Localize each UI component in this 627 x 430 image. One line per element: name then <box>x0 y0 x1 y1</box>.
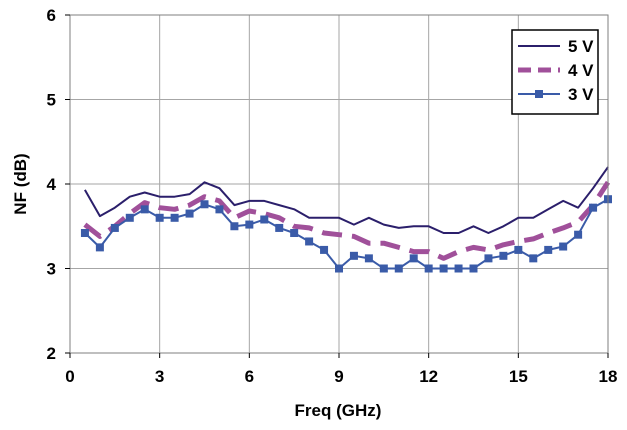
y-tick-label: 2 <box>47 344 56 363</box>
legend-label-2: 4 V <box>568 61 594 80</box>
y-axis-label: NF (dB) <box>11 153 30 214</box>
data-point-marker <box>125 213 134 222</box>
data-point-marker <box>469 264 478 273</box>
x-tick-label: 18 <box>599 367 618 386</box>
legend-label-1: 5 V <box>568 37 594 56</box>
data-point-marker <box>574 230 583 239</box>
y-tick-label: 6 <box>47 6 56 25</box>
data-point-marker <box>170 213 179 222</box>
x-tick-label: 15 <box>509 367 528 386</box>
series-line-1 <box>84 166 609 234</box>
data-point-marker <box>290 229 299 238</box>
data-point-marker <box>559 242 568 251</box>
data-point-marker <box>349 251 358 260</box>
legend-marker <box>535 90 543 98</box>
data-point-marker <box>439 264 448 273</box>
series-layer <box>80 166 612 273</box>
data-point-marker <box>394 264 403 273</box>
series-line-2 <box>83 180 611 261</box>
data-point-marker <box>514 245 523 254</box>
data-point-marker <box>454 264 463 273</box>
x-tick-label: 6 <box>245 367 254 386</box>
y-tick-label: 3 <box>47 260 56 279</box>
data-point-marker <box>529 254 538 263</box>
data-point-marker <box>484 254 493 263</box>
data-point-marker <box>215 205 224 214</box>
legend: 5 V 4 V 3 V <box>511 29 599 115</box>
data-point-marker <box>245 220 254 229</box>
data-point-marker <box>260 215 269 224</box>
data-point-marker <box>185 209 194 218</box>
axes: 0 3 6 9 12 15 18 2 3 4 5 6 <box>47 6 618 386</box>
data-point-marker <box>155 213 164 222</box>
data-point-marker <box>589 203 598 212</box>
legend-label-3: 3 V <box>568 85 594 104</box>
y-tick-label: 5 <box>47 91 56 110</box>
data-point-marker <box>409 254 418 263</box>
x-tick-label: 0 <box>65 367 74 386</box>
data-point-marker <box>80 229 89 238</box>
data-point-marker <box>424 264 433 273</box>
data-point-marker <box>320 245 329 254</box>
data-point-marker <box>379 264 388 273</box>
x-tick-label: 9 <box>334 367 343 386</box>
x-tick-label: 3 <box>155 367 164 386</box>
y-tick-label: 4 <box>47 175 57 194</box>
data-point-marker <box>200 200 209 209</box>
data-point-marker <box>335 264 343 273</box>
data-point-marker <box>364 254 373 263</box>
data-point-marker <box>95 243 104 252</box>
x-tick-label: 12 <box>419 367 438 386</box>
data-point-marker <box>230 222 239 231</box>
data-point-marker <box>544 245 553 254</box>
x-axis-label: Freq (GHz) <box>295 401 382 420</box>
data-point-marker <box>140 205 149 214</box>
data-point-marker <box>305 237 314 246</box>
data-point-marker <box>275 223 284 232</box>
data-point-marker <box>110 223 119 232</box>
data-point-marker <box>499 251 508 260</box>
